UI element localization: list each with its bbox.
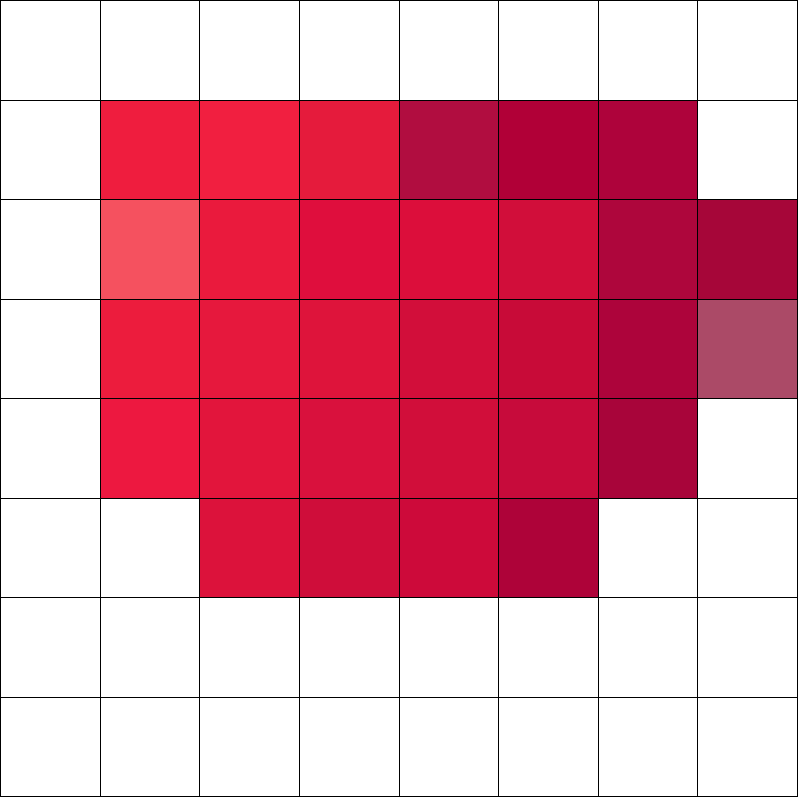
empty-cell xyxy=(698,697,798,797)
empty-cell xyxy=(200,598,300,698)
filled-cell xyxy=(200,299,300,399)
empty-cell xyxy=(399,598,500,698)
empty-cell xyxy=(399,1,500,101)
filled-cell xyxy=(399,100,500,200)
empty-cell xyxy=(299,1,400,101)
empty-cell xyxy=(698,498,798,598)
empty-cell xyxy=(100,697,201,797)
empty-cell xyxy=(1,1,101,101)
empty-cell xyxy=(598,598,699,698)
filled-cell xyxy=(100,200,201,300)
empty-cell xyxy=(1,299,101,399)
empty-cell xyxy=(598,697,699,797)
empty-cell xyxy=(1,498,101,598)
empty-cell xyxy=(698,100,798,200)
filled-cell xyxy=(499,399,599,499)
filled-cell xyxy=(399,200,500,300)
empty-cell xyxy=(1,100,101,200)
filled-cell xyxy=(200,498,300,598)
filled-cell xyxy=(499,100,599,200)
empty-cell xyxy=(698,399,798,499)
filled-cell xyxy=(100,299,201,399)
filled-cell xyxy=(499,200,599,300)
empty-cell xyxy=(598,1,699,101)
filled-cell xyxy=(200,399,300,499)
empty-cell xyxy=(299,598,400,698)
filled-cell xyxy=(299,299,400,399)
empty-cell xyxy=(100,498,201,598)
filled-cell xyxy=(299,100,400,200)
filled-cell xyxy=(200,100,300,200)
filled-cell xyxy=(399,498,500,598)
empty-cell xyxy=(200,697,300,797)
empty-cell xyxy=(299,697,400,797)
filled-cell xyxy=(598,200,699,300)
empty-cell xyxy=(698,1,798,101)
empty-cell xyxy=(698,598,798,698)
filled-cell xyxy=(698,299,798,399)
filled-cell xyxy=(598,399,699,499)
filled-cell xyxy=(299,498,400,598)
filled-cell xyxy=(399,299,500,399)
empty-cell xyxy=(399,697,500,797)
empty-cell xyxy=(1,697,101,797)
empty-cell xyxy=(499,598,599,698)
empty-cell xyxy=(499,697,599,797)
empty-cell xyxy=(499,1,599,101)
filled-cell xyxy=(299,399,400,499)
empty-cell xyxy=(598,498,699,598)
empty-cell xyxy=(1,399,101,499)
empty-cell xyxy=(1,200,101,300)
filled-cell xyxy=(399,399,500,499)
filled-cell xyxy=(200,200,300,300)
empty-cell xyxy=(100,598,201,698)
filled-cell xyxy=(499,299,599,399)
filled-cell xyxy=(698,200,798,300)
empty-cell xyxy=(100,1,201,101)
filled-cell xyxy=(598,299,699,399)
empty-cell xyxy=(200,1,300,101)
filled-cell xyxy=(100,399,201,499)
filled-cell xyxy=(598,100,699,200)
filled-cell xyxy=(100,100,201,200)
filled-cell xyxy=(499,498,599,598)
empty-cell xyxy=(1,598,101,698)
filled-cell xyxy=(299,200,400,300)
